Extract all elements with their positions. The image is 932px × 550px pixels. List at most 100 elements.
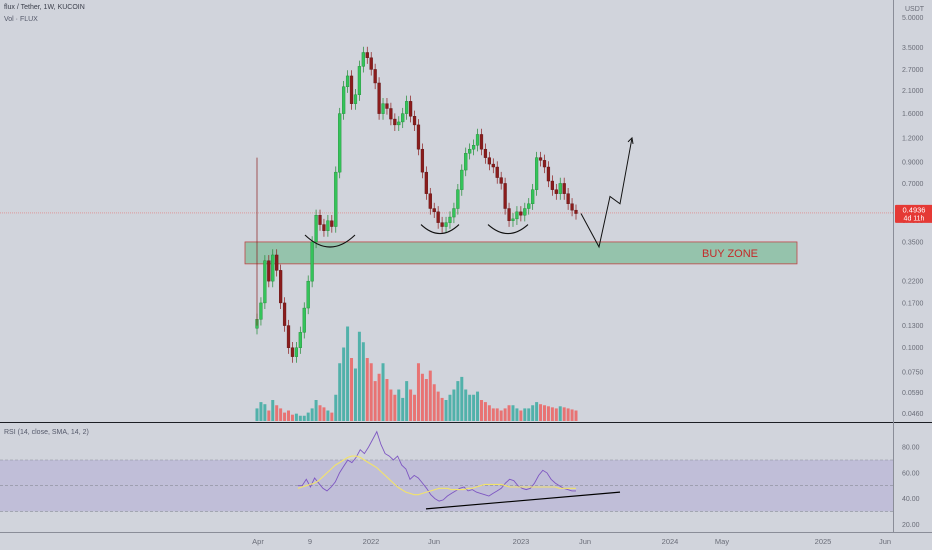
candle-body (310, 241, 314, 282)
candle-body (361, 52, 365, 67)
candle-body (271, 254, 275, 282)
volume-bar (267, 410, 271, 421)
rsi-legend: RSI (14, close, SMA, 14, 2) (4, 429, 89, 436)
volume-bar (357, 331, 361, 421)
x-tick-label: 2025 (815, 537, 832, 546)
volume-bar (428, 370, 432, 421)
volume-bar (287, 410, 291, 421)
candle-body (334, 171, 338, 227)
candle-body (507, 208, 511, 221)
candle-body (448, 216, 452, 223)
volume-bar (271, 400, 275, 421)
volume-bar (452, 389, 456, 421)
volume-bar (322, 407, 326, 421)
y-axis-unit: USDT (905, 6, 925, 13)
volume-bar (298, 415, 302, 421)
y-tick-label: 0.0750 (902, 370, 924, 377)
candle-body (397, 121, 401, 126)
x-tick-label: Jun (428, 537, 440, 546)
y-tick-label: 0.1300 (902, 323, 924, 330)
candle-body (483, 148, 488, 158)
candle-body (342, 86, 346, 114)
volume-bar (373, 381, 377, 421)
volume-bar (259, 402, 263, 421)
x-tick-label: 9 (308, 537, 312, 546)
candle-body (259, 302, 263, 320)
volume-legend: Vol · FLUX (4, 16, 38, 23)
candle-body (523, 208, 527, 216)
candle-body (349, 75, 354, 104)
volume-bar (487, 405, 491, 421)
candle-body (440, 222, 444, 227)
price-badge (895, 204, 932, 223)
candle-body (574, 209, 578, 214)
volume-bar (574, 410, 578, 421)
rsi-trendline (425, 491, 621, 510)
volume-bar (310, 408, 314, 421)
volume-bar (511, 405, 515, 421)
y-tick-label: 2.1000 (902, 88, 924, 95)
rsi-y-tick-label: 40.00 (902, 496, 920, 503)
candle-body (279, 270, 283, 304)
candle-body (365, 52, 369, 58)
volume-bar (566, 408, 570, 421)
volume-bar (393, 394, 397, 421)
candle-body (357, 66, 362, 95)
volume-bar (448, 394, 452, 421)
candle-body (570, 203, 574, 211)
rsi-y-tick-label: 20.00 (902, 522, 920, 529)
volume-bar (353, 368, 357, 421)
volume-bar (542, 405, 546, 421)
y-tick-label: 0.3500 (902, 239, 924, 246)
candle-body (475, 134, 480, 146)
volume-bar (440, 397, 444, 421)
candle-body (369, 57, 373, 70)
volume-bar (275, 405, 279, 421)
candle-body (393, 118, 397, 126)
volume-bar (377, 373, 381, 421)
candle-body (326, 220, 330, 231)
volume-bar (409, 389, 413, 421)
price-badge-countdown: 4d 11h (904, 215, 925, 222)
volume-bar (389, 389, 393, 421)
volume-bar (255, 408, 259, 421)
candle-body (338, 113, 342, 173)
candle-body (322, 224, 326, 231)
price-badge-value: 0.4936 (903, 205, 926, 214)
volume-bar (468, 394, 472, 421)
y-tick-label: 5.0000 (902, 15, 924, 22)
volume-bar (405, 381, 409, 421)
volume-bar (424, 379, 428, 421)
candle-body (511, 218, 515, 221)
volume-bar (554, 408, 558, 421)
buy-zone (244, 241, 798, 265)
candle-body (306, 280, 310, 309)
volume-bar (283, 412, 287, 421)
candle-body (412, 116, 417, 126)
y-tick-label: 0.1000 (902, 345, 924, 352)
candle-body (527, 203, 531, 209)
projection-path (580, 137, 633, 249)
rsi-y-tick-label: 60.00 (902, 470, 920, 477)
volume-bar (302, 415, 306, 421)
candle-body (479, 134, 484, 150)
candle-body (330, 220, 334, 227)
volume-bar (338, 363, 342, 421)
candle-body (381, 103, 385, 114)
candle-body (468, 148, 472, 154)
volume-bar (479, 400, 483, 421)
candle-body (290, 347, 295, 357)
volume-bar (314, 400, 318, 421)
volume-bar (503, 408, 507, 421)
bottom-arc (420, 224, 460, 235)
volume-bar (523, 408, 527, 421)
y-tick-label: 1.2000 (902, 135, 924, 142)
volume-bar (381, 363, 385, 421)
x-tick-label: 2024 (662, 537, 679, 546)
y-tick-label: 1.6000 (902, 111, 924, 118)
candle-body (318, 215, 322, 225)
volume-bar (539, 404, 543, 421)
